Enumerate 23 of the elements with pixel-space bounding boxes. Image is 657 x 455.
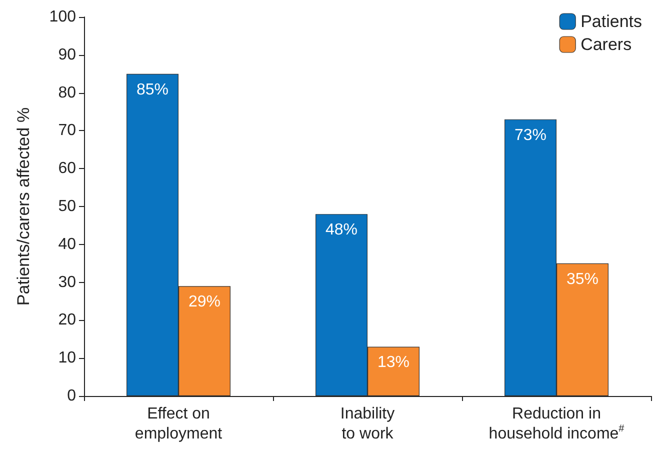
y-tick-label: 100: [49, 8, 76, 26]
y-tick-label: 60: [58, 160, 76, 178]
y-tick-label: 90: [58, 46, 76, 64]
x-tick-label: Inability to work: [340, 406, 395, 442]
x-tick-label: Reduction in household income#: [488, 406, 625, 442]
y-tick-label: 40: [58, 236, 76, 253]
y-tick-label: 0: [67, 388, 76, 404]
y-tick-label: 70: [58, 122, 76, 140]
y-tick-label: 50: [58, 198, 76, 215]
data-label: 13%: [377, 354, 410, 372]
data-label: 73%: [514, 126, 547, 144]
x-tick-label: Effect on employment: [134, 406, 223, 442]
legend-label: Carers: [580, 35, 632, 54]
data-label: 85%: [136, 81, 169, 98]
y-tick-label: 80: [58, 84, 76, 102]
y-tick-label: 30: [58, 274, 76, 291]
data-label: 29%: [188, 294, 221, 311]
legend-label: Patients: [580, 12, 642, 31]
y-tick-label: 20: [58, 312, 76, 329]
data-label: 35%: [566, 270, 599, 288]
data-label: 48%: [325, 222, 358, 239]
y-tick-label: 10: [58, 350, 76, 367]
y-axis-title: Patients/carers affected %: [14, 107, 33, 306]
